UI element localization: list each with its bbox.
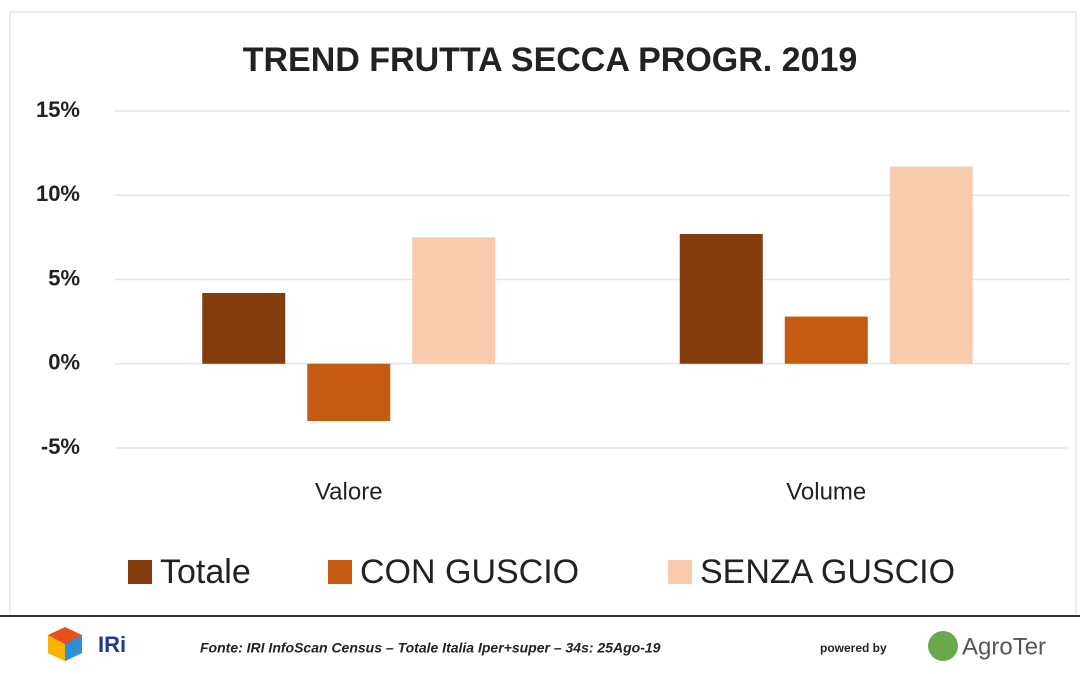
bar: [202, 292, 286, 364]
y-tick-label: -5%: [41, 434, 80, 459]
footer-logo-left: IRi: [98, 632, 126, 657]
y-tick-label: 10%: [36, 181, 80, 206]
y-tick-label: 0%: [48, 350, 80, 375]
bar: [412, 237, 496, 364]
legend-label: Totale: [160, 553, 251, 591]
legend-swatch: [128, 560, 152, 584]
chart-title: TREND FRUTTA SECCA PROGR. 2019: [243, 41, 858, 79]
legend-label: CON GUSCIO: [360, 553, 579, 591]
legend-swatch: [328, 560, 352, 584]
x-tick-label: Volume: [786, 478, 866, 505]
y-tick-label: 5%: [48, 265, 80, 290]
agroter-icon: [928, 631, 958, 661]
footer-logo-right: AgroTer: [962, 633, 1046, 660]
footer-powered: powered by: [820, 641, 887, 655]
bar: [307, 363, 391, 422]
bar: [889, 166, 973, 364]
legend-swatch: [668, 560, 692, 584]
iri-logo: [48, 627, 82, 661]
bar: [784, 316, 868, 364]
legend-label: SENZA GUSCIO: [700, 553, 955, 591]
y-tick-label: 15%: [36, 97, 80, 122]
bar: [679, 234, 763, 364]
footer-source: Fonte: IRI InfoScan Census – Totale Ital…: [200, 640, 661, 656]
x-tick-label: Valore: [315, 478, 383, 505]
